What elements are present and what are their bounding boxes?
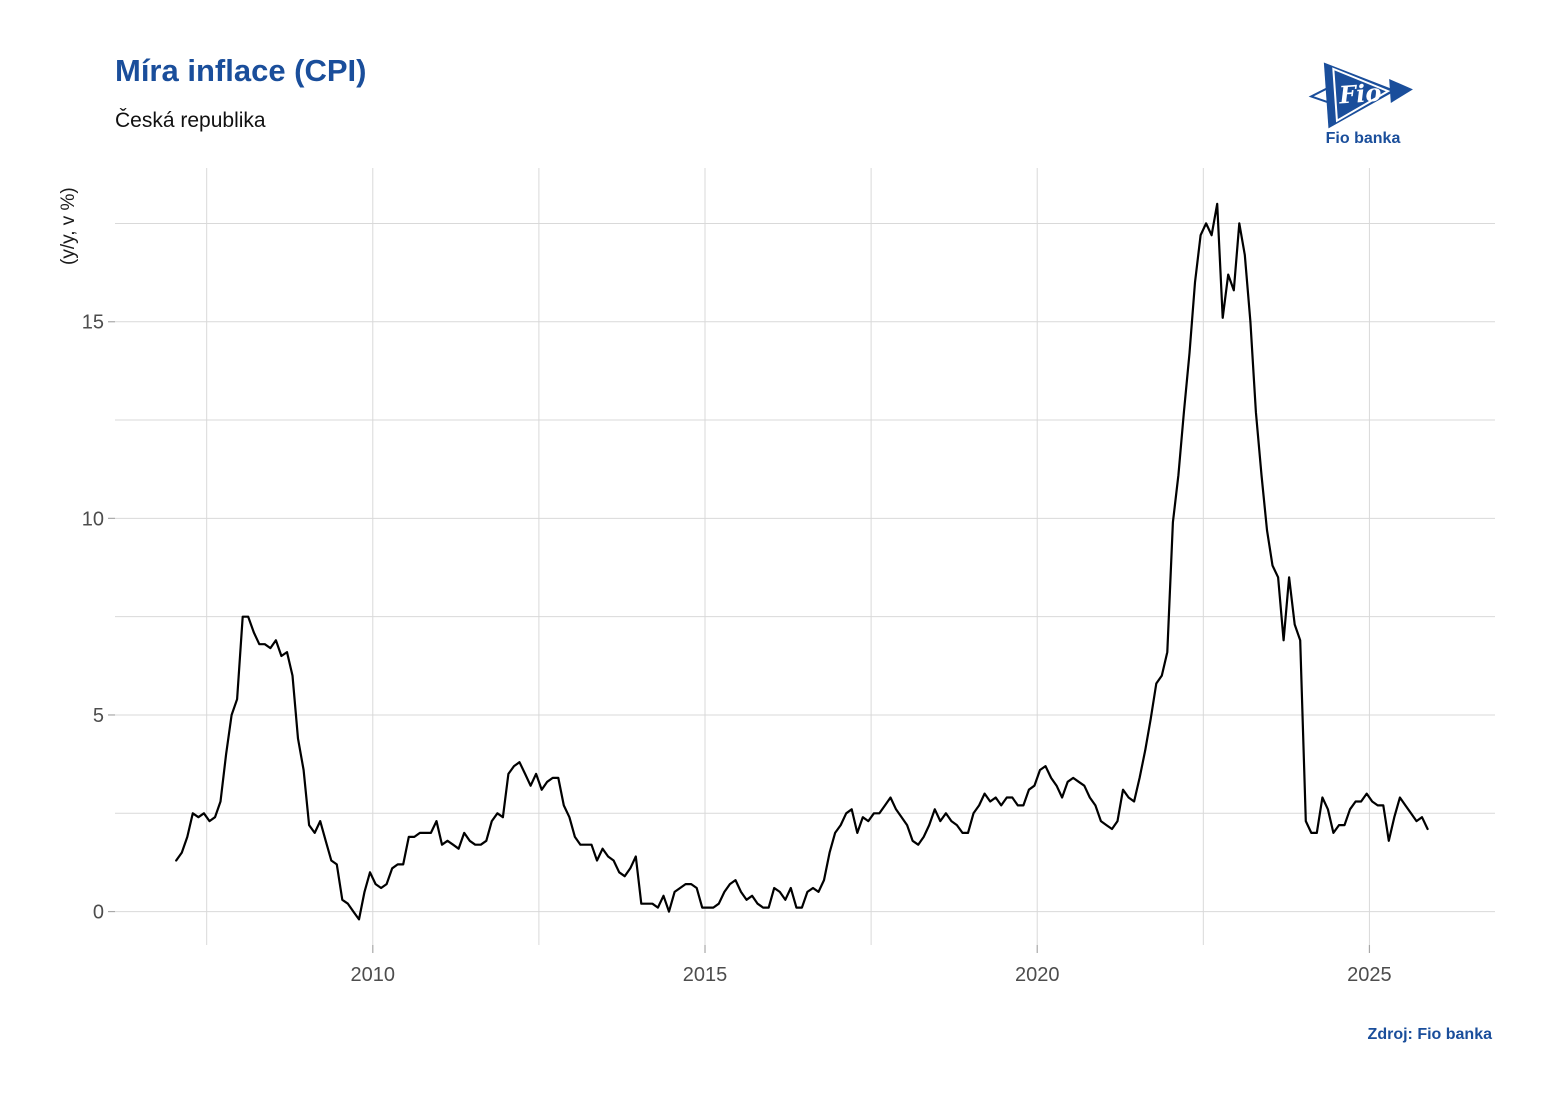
y-tick-label: 0 (93, 902, 104, 924)
gridlines (115, 168, 1495, 945)
y-tick-label: 5 (93, 705, 104, 727)
logo-main-triangle (1323, 62, 1396, 129)
fio-banka-logo: Fio Fio banka (1295, 48, 1435, 150)
logo-inner-white-triangle (1332, 67, 1391, 123)
x-tick-label: 2010 (351, 964, 396, 986)
page-title: Míra inflace (CPI) (115, 53, 367, 88)
axis-tick-labels: 2010 2015 2020 2025 0 5 10 15 (82, 312, 1392, 986)
x-tick-label: 2025 (1347, 964, 1392, 986)
y-tick-label: 15 (82, 312, 104, 334)
chart-subtitle: Česká republika (115, 109, 266, 132)
logo-right-point-triangle (1389, 79, 1413, 103)
source-caption: Zdroj: Fio banka (1367, 1026, 1492, 1043)
logo-wordmark: Fio banka (1326, 130, 1401, 147)
x-tick-label: 2020 (1015, 964, 1060, 986)
y-tick-label: 10 (82, 508, 104, 530)
y-axis-label: (y/y, v %) (58, 187, 79, 265)
fio-logo-graphic: Fio Fio banka (1308, 62, 1413, 147)
axis-ticks (108, 321, 1371, 953)
cpi-series-line (175, 202, 1429, 921)
x-tick-label: 2015 (683, 964, 728, 986)
logo-mark-text: Fio (1337, 78, 1382, 110)
